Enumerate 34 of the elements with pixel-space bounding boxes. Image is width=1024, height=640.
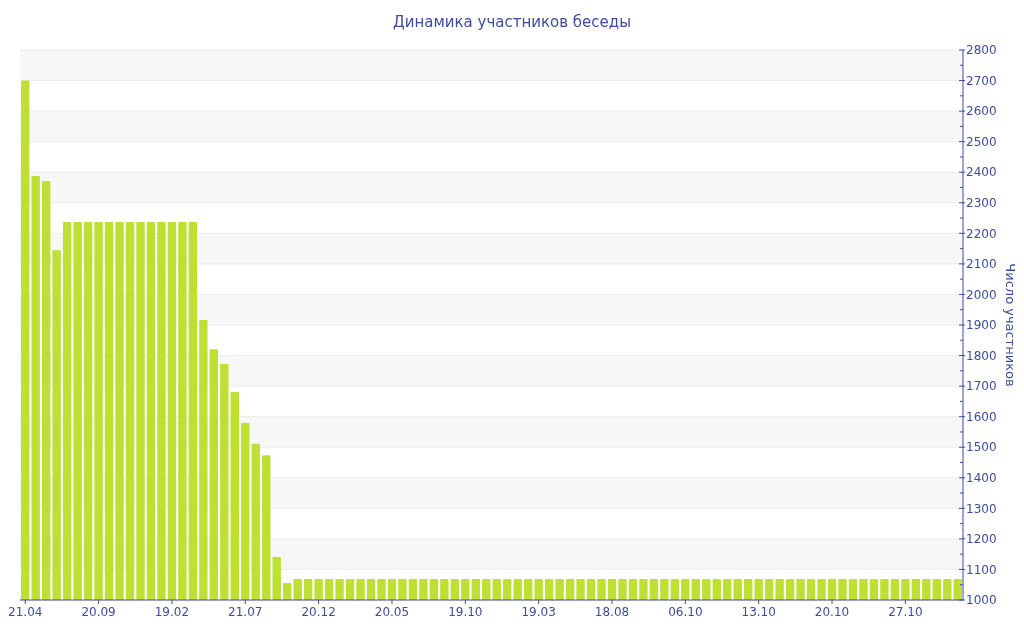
y2-axis-title: Число участников — [1003, 263, 1018, 387]
y2-tick-label: 2000 — [966, 287, 997, 302]
x-tick-label: 13.10 — [741, 605, 776, 619]
x-tick-label: 20.09 — [81, 605, 116, 619]
y2-tick-label: 1400 — [966, 470, 997, 485]
x-tick-label: 20.12 — [301, 605, 336, 619]
x-tick-label: 20.05 — [374, 605, 410, 619]
x-tick-label: 21.07 — [228, 605, 263, 619]
y2-tick-label: 1900 — [966, 318, 997, 333]
y2-tick-label: 2500 — [966, 134, 997, 149]
y2-tick-label: 1100 — [966, 562, 997, 577]
y2-tick-label: 1300 — [966, 501, 997, 516]
y2-tick-label: 1500 — [966, 440, 997, 455]
x-tick-label: 06.10 — [668, 605, 703, 619]
y2-tick-label: 2400 — [966, 165, 997, 180]
y2-tick-label: 1000 — [966, 593, 997, 608]
x-tick-label: 19.03 — [521, 605, 556, 619]
y2-tick-label: 1200 — [966, 532, 997, 547]
y2-tick-label: 1800 — [966, 348, 997, 363]
x-tick-label: 19.02 — [154, 605, 190, 619]
y2-tick-label: 2100 — [966, 257, 997, 272]
x-tick-label: 21.04 — [8, 605, 43, 619]
chart-title: Динамика участников беседы — [392, 13, 632, 31]
x-tick-label: 19.10 — [448, 605, 483, 619]
y2-tick-label: 2800 — [966, 43, 997, 58]
x-tick-label: 18.08 — [594, 605, 630, 619]
y2-tick-label: 2200 — [966, 226, 997, 241]
x-tick-label: 20.10 — [814, 605, 850, 619]
y2-tick-label: 2700 — [966, 73, 997, 88]
y2-tick-label: 2600 — [966, 104, 997, 119]
y2-tick-label: 1600 — [966, 409, 997, 424]
y2-tick-label: 1700 — [966, 379, 997, 394]
y2-tick-label: 2300 — [966, 195, 997, 210]
x-tick-label: 27.10 — [888, 605, 923, 619]
